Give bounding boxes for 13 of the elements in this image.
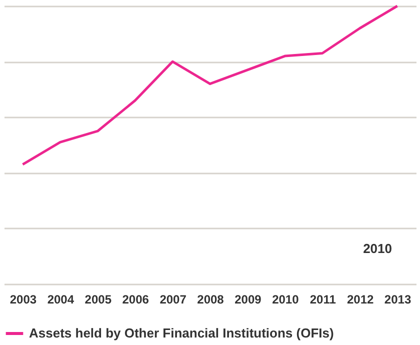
x-tick-label: 2004 xyxy=(47,292,74,306)
x-tick-label: 2009 xyxy=(234,292,262,306)
x-tick-label: 2006 xyxy=(122,292,150,306)
x-tick-label: 2012 xyxy=(346,292,374,306)
legend-label: Assets held by Other Financial Institutions (OFIs) xyxy=(29,326,334,340)
x-tick-label: 2008 xyxy=(197,292,224,306)
x-tick-label: 2011 xyxy=(310,292,336,306)
x-tick-label: 2010 xyxy=(272,292,300,306)
x-tick-label: 2005 xyxy=(84,292,112,306)
annotation: 2010 xyxy=(363,241,392,256)
x-tick-label: 2003 xyxy=(10,292,37,306)
x-tick-label: 2007 xyxy=(160,292,187,306)
x-tick-label: 2013 xyxy=(384,292,412,306)
